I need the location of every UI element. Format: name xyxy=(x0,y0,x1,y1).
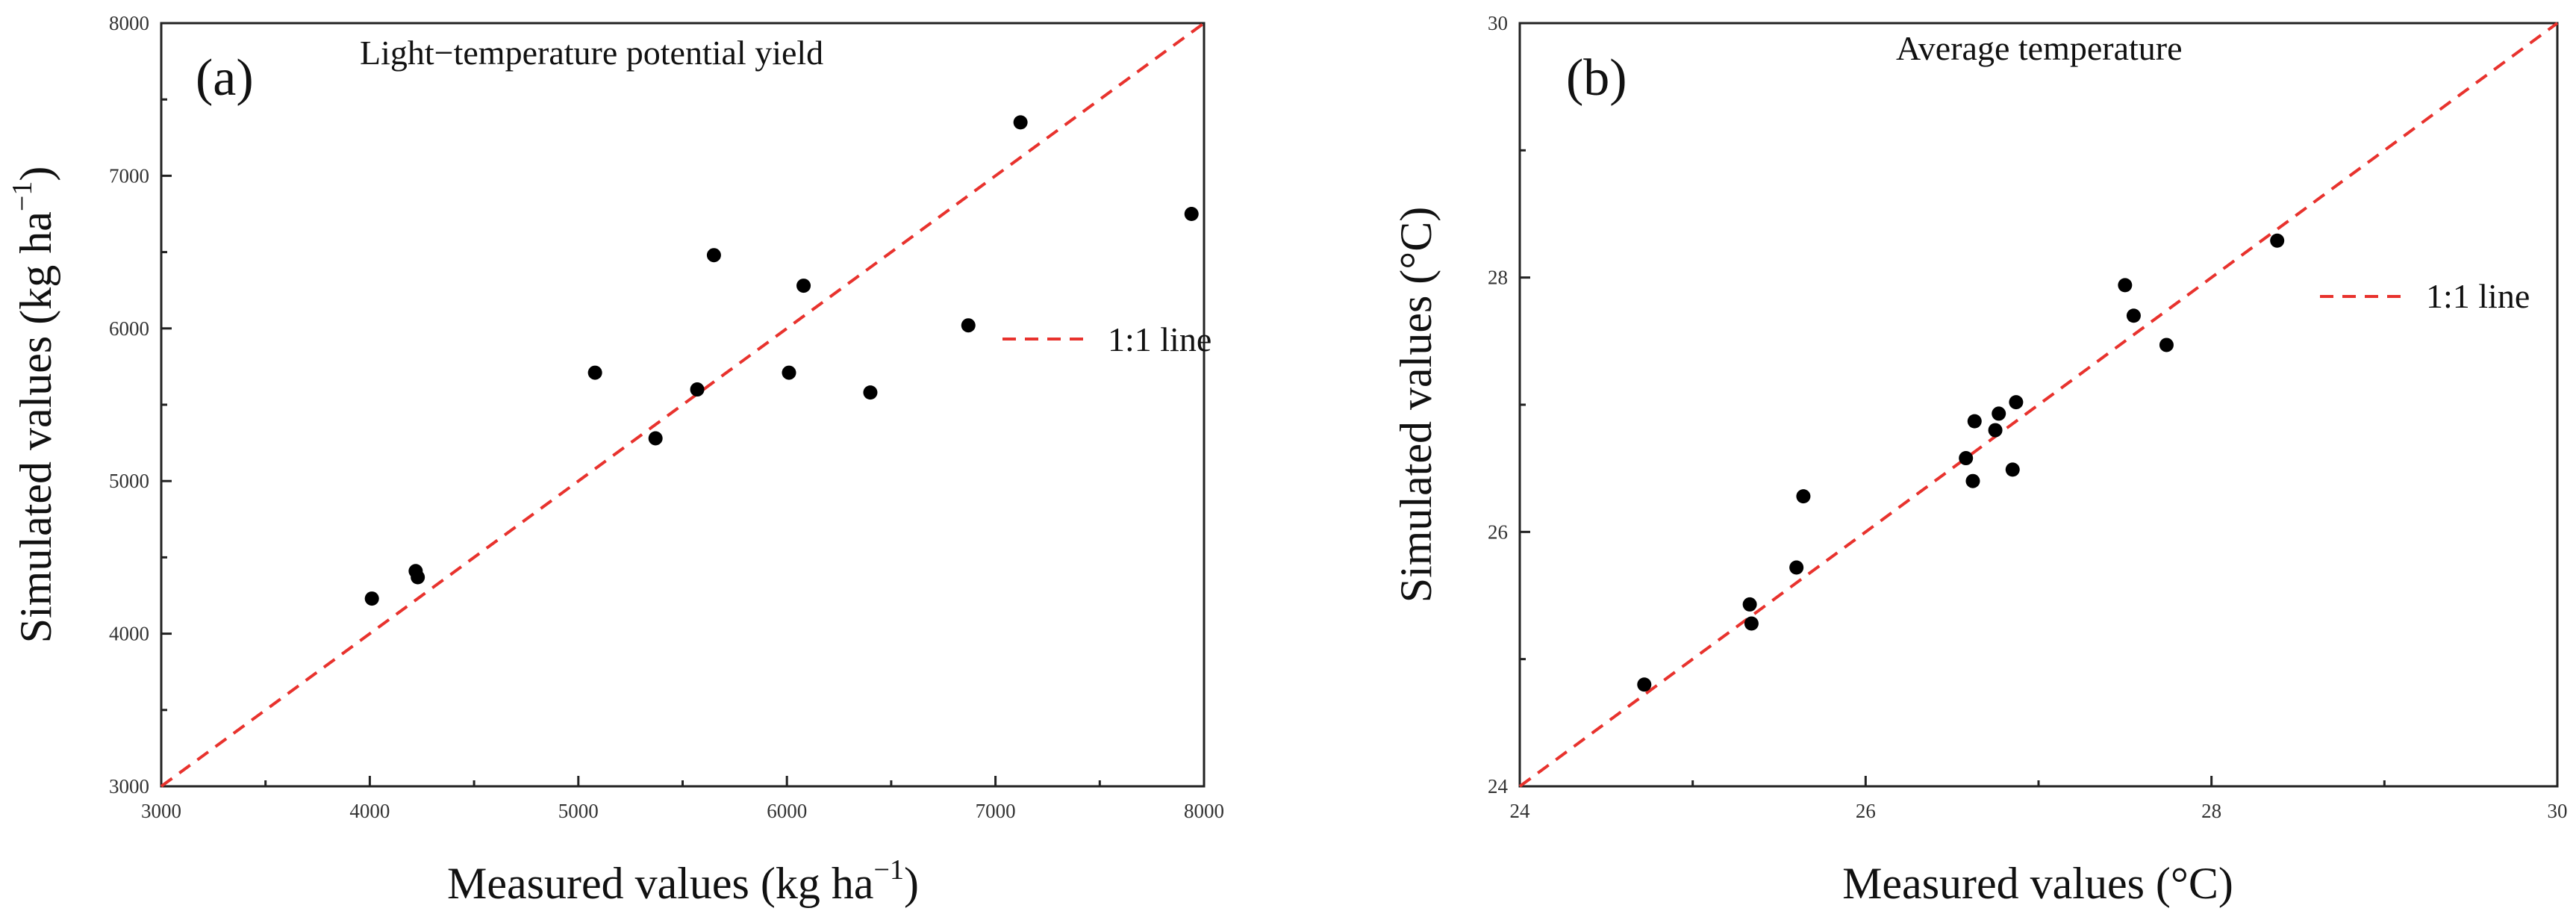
x-axis-label-exponent-a: −1 xyxy=(874,854,904,886)
data-point xyxy=(1742,597,1757,612)
x-tick-label: 3000 xyxy=(141,800,181,822)
data-point xyxy=(364,591,379,606)
data-point xyxy=(1013,115,1028,130)
y-tick-labels-b: 24 26 28 30 xyxy=(1488,12,1509,798)
data-point xyxy=(1796,489,1811,504)
data-point xyxy=(1967,414,1982,429)
axis-ticks-a xyxy=(160,22,1206,788)
data-point xyxy=(2126,308,2141,323)
y-tick-label: 5000 xyxy=(109,470,149,492)
data-point xyxy=(782,365,796,380)
x-tick-labels-a: 3000 4000 5000 6000 7000 8000 xyxy=(141,800,1224,822)
panel-b: 24 26 28 30 24 26 28 30 (b) Average temperatur… xyxy=(1391,12,2568,908)
x-tick-labels-b: 24 26 28 30 xyxy=(1510,800,2568,822)
y-axis-label-close-a: ) xyxy=(11,167,60,181)
panel-label-b: (b) xyxy=(1566,49,1627,107)
x-axis-label-close-a: ) xyxy=(904,859,919,908)
chart-title-b: Average temperature xyxy=(1896,29,2183,67)
data-point xyxy=(863,385,878,400)
y-tick-label: 28 xyxy=(1488,267,1508,289)
legend-b: 1:1 line xyxy=(2320,277,2530,315)
x-tick-label: 4000 xyxy=(349,800,390,822)
panel-label-a: (a) xyxy=(196,49,254,107)
data-point xyxy=(1789,560,1804,575)
data-point xyxy=(796,279,811,293)
data-points-b xyxy=(1637,233,2285,692)
y-tick-label: 4000 xyxy=(109,623,149,645)
data-points-a xyxy=(364,115,1199,606)
data-point xyxy=(648,431,663,446)
data-point xyxy=(2270,233,2285,248)
data-point xyxy=(1988,423,2003,438)
y-tick-label: 3000 xyxy=(109,775,149,798)
y-tick-label: 30 xyxy=(1488,12,1508,34)
data-point xyxy=(1744,616,1759,631)
chart-title-a: Light−temperature potential yield xyxy=(360,34,823,72)
y-tick-label: 8000 xyxy=(109,12,149,34)
x-tick-label: 6000 xyxy=(767,800,807,822)
x-tick-label: 24 xyxy=(1510,800,1531,822)
data-point xyxy=(961,318,976,333)
y-tick-label: 24 xyxy=(1488,775,1509,798)
y-tick-labels-a: 3000 4000 5000 6000 7000 8000 xyxy=(109,12,149,798)
legend-a: 1:1 line xyxy=(1002,320,1211,358)
y-tick-label: 26 xyxy=(1488,520,1508,543)
data-point xyxy=(1637,677,1652,692)
data-point xyxy=(1959,451,1974,466)
data-point xyxy=(1184,207,1199,221)
x-tick-label: 28 xyxy=(2201,800,2221,822)
y-axis-label-b: Simulated values (°C) xyxy=(1391,207,1441,603)
data-point xyxy=(587,365,602,380)
data-point xyxy=(2005,462,2020,477)
panel-a: 3000 4000 5000 6000 7000 8000 3000 4000 5000 600… xyxy=(7,12,1224,908)
x-tick-label: 30 xyxy=(2548,800,2568,822)
legend-label-b: 1:1 line xyxy=(2426,277,2530,315)
axis-ticks-b xyxy=(1518,22,2559,788)
x-tick-label: 26 xyxy=(1856,800,1876,822)
data-point xyxy=(706,248,721,263)
data-point xyxy=(2009,395,2024,410)
x-tick-label: 7000 xyxy=(976,800,1016,822)
reference-line-1-1-a xyxy=(160,22,1206,788)
x-tick-label: 5000 xyxy=(558,800,599,822)
data-point xyxy=(2118,278,2133,293)
reference-line-1-1-b xyxy=(1518,22,2559,788)
data-point xyxy=(2159,338,2174,352)
y-axis-label-a: Simulated values (kg ha−1) xyxy=(7,167,60,644)
legend-label-a: 1:1 line xyxy=(1108,320,1211,358)
y-axis-label-exponent-a: −1 xyxy=(7,181,38,211)
y-tick-label: 7000 xyxy=(109,164,149,187)
y-tick-label: 6000 xyxy=(109,317,149,340)
x-axis-label-a: Measured values (kg ha−1) xyxy=(447,854,919,908)
x-tick-label: 8000 xyxy=(1184,800,1224,822)
data-point xyxy=(1992,406,2006,421)
plot-frame-b xyxy=(1518,22,2559,788)
data-point xyxy=(690,382,705,397)
x-axis-label-b: Measured values (°C) xyxy=(1842,859,2233,908)
y-axis-label-text-a: Simulated values (kg ha xyxy=(11,211,60,643)
data-point xyxy=(1965,473,1980,488)
x-axis-label-text-a: Measured values (kg ha xyxy=(447,859,873,908)
data-point xyxy=(411,570,425,585)
